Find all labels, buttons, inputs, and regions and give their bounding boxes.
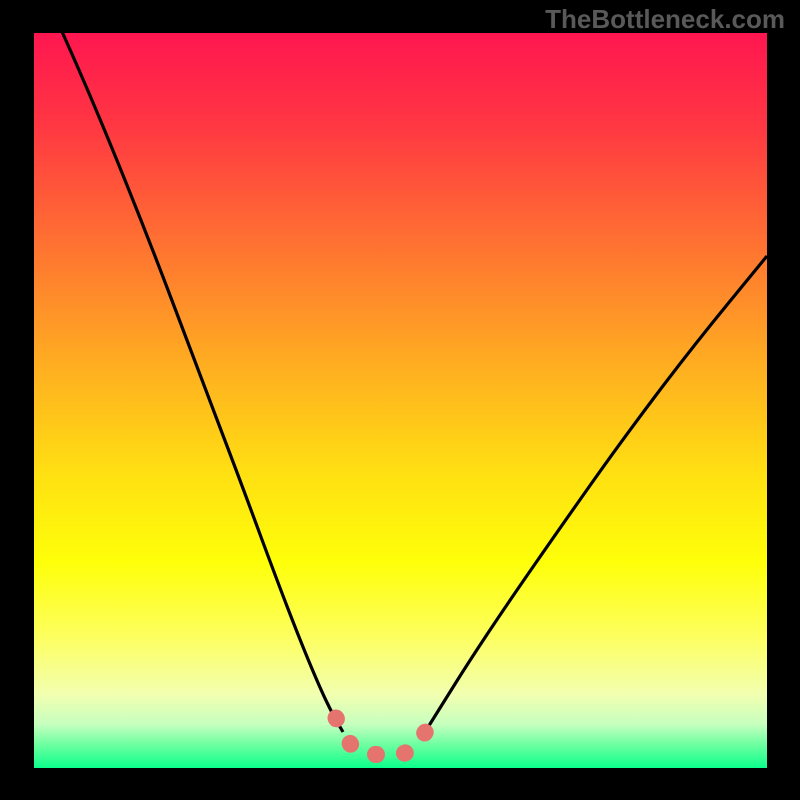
watermark-text: TheBottleneck.com — [545, 4, 785, 35]
plot-area — [34, 33, 767, 768]
chart-container: TheBottleneck.com — [0, 0, 800, 800]
